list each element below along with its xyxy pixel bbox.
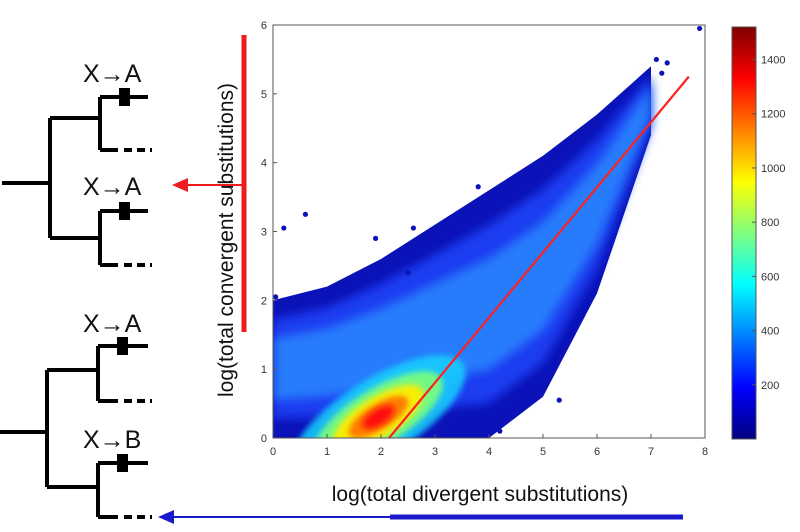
y-tick-label: 2: [261, 295, 267, 307]
blue-arrow-head: [158, 510, 174, 524]
tree-missing-branches: [124, 399, 152, 519]
density-band: [273, 85, 651, 401]
x-axis-title: log(total divergent substitutions): [332, 483, 629, 506]
tree-missing-branches: [124, 148, 152, 267]
colorbar-tick-label: 800: [761, 217, 779, 229]
tree-label-upper: X→A: [83, 310, 142, 338]
x-axis-ticks: 0 1 2 3 4 5 6 7 8: [270, 434, 708, 458]
y-tick-label: 4: [261, 158, 267, 170]
tree-divergent: X→A X→B: [0, 310, 152, 519]
outlier-point: [410, 225, 416, 231]
colorbar-tick-label: 600: [761, 271, 779, 283]
outlier-point: [497, 428, 503, 434]
outlier-point: [653, 56, 660, 63]
outlier-point: [405, 270, 411, 276]
red-arrow: [172, 35, 247, 332]
outlier-point: [697, 25, 703, 32]
colorbar-gradient: [731, 26, 757, 440]
outlier-point: [373, 235, 379, 241]
y-tick-label: 1: [261, 364, 267, 376]
x-tick-label: 1: [324, 446, 330, 458]
regression-line: [388, 75, 690, 438]
blue-arrow: [158, 510, 683, 524]
colorbar-tick-label: 400: [761, 326, 779, 338]
colorbar-tick-label: 1000: [761, 163, 785, 175]
x-tick-label: 8: [702, 446, 708, 458]
tree-label-lower: X→A: [83, 173, 142, 201]
y-tick-label: 5: [261, 89, 267, 101]
substitution-marker: [117, 337, 128, 355]
colorbar-tick-label: 200: [761, 380, 779, 392]
outlier-point: [664, 60, 670, 66]
y-tick-label: 0: [261, 433, 267, 445]
density-layer: [273, 66, 651, 438]
colorbar-tick-label: 1200: [761, 109, 785, 121]
y-axis-title: log(total convergent substitutions): [215, 83, 238, 397]
outlier-point: [281, 225, 287, 231]
y-tick-label: 6: [261, 20, 267, 32]
colorbar-ticks: 200 400 600 800 1000 1200 1400: [752, 55, 785, 392]
outlier-point: [659, 70, 665, 76]
x-tick-label: 3: [432, 446, 438, 458]
scatter-heatmap: 0 1 2 3 4 5 6 7 8 0 1 2 3 4 5 6: [261, 20, 708, 458]
x-tick-label: 6: [594, 446, 600, 458]
y-axis-ticks: 0 1 2 3 4 5 6: [261, 20, 277, 445]
tree-label-lower: X→B: [83, 426, 141, 454]
red-arrow-head: [172, 178, 188, 192]
outlier-point: [556, 397, 562, 403]
density-hotspot: [362, 405, 395, 429]
substitution-marker: [117, 454, 128, 472]
outlier-point: [475, 184, 481, 190]
tree-label-upper: X→A: [83, 60, 142, 88]
x-tick-label: 5: [540, 446, 546, 458]
outlier-point: [273, 294, 279, 300]
outlier-point: [302, 211, 308, 217]
colorbar-tick-label: 1400: [761, 55, 785, 67]
y-tick-label: 3: [261, 227, 267, 239]
x-tick-label: 2: [378, 446, 384, 458]
substitution-marker: [119, 88, 130, 106]
outlier-points: [273, 25, 703, 434]
tree-convergent: X→A X→A: [2, 60, 152, 267]
x-tick-label: 4: [486, 446, 492, 458]
substitution-marker: [119, 202, 130, 220]
x-tick-label: 7: [648, 446, 654, 458]
x-tick-label: 0: [270, 446, 276, 458]
colorbar: 200 400 600 800 1000 1200 1400: [731, 26, 785, 440]
